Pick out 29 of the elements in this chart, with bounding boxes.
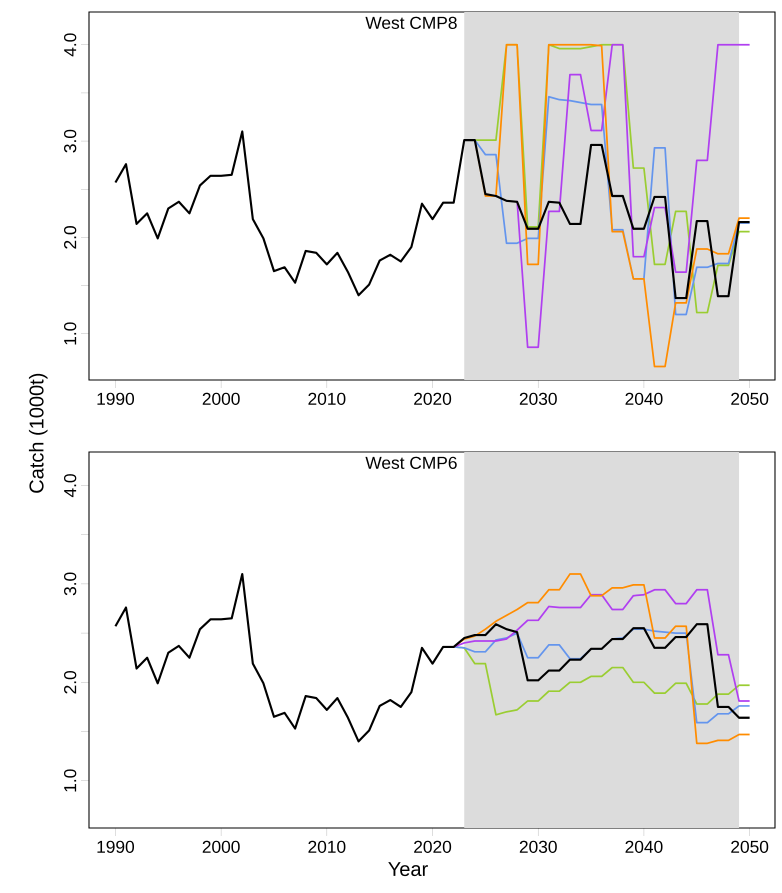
x-tick-label: 2000: [202, 840, 240, 853]
x-tick-label: 1990: [97, 392, 134, 405]
x-tick-label: 2040: [626, 392, 663, 405]
x-axis-title: Year: [388, 862, 428, 876]
chart-title: West CMP6: [365, 456, 457, 469]
line-series: [452, 628, 750, 724]
x-tick-label: 2020: [414, 392, 452, 405]
x-tick-label: 2010: [308, 840, 346, 853]
y-tick-label: 3.0: [64, 572, 76, 596]
y-tick-label: 1.0: [64, 322, 76, 344]
line-series: [114, 572, 751, 742]
y-tick-label: 2.0: [64, 670, 76, 694]
x-tick-label: 2010: [308, 392, 346, 405]
x-tick-label: 2030: [520, 392, 557, 405]
x-tick-label: 2020: [414, 840, 452, 853]
x-tick-label: 2000: [202, 392, 240, 405]
y-tick-label: 3.0: [64, 130, 76, 152]
x-tick-label: 2050: [731, 840, 768, 853]
y-tick-label: 4.0: [64, 33, 76, 56]
y-axis-title: Catch (1000t): [28, 374, 48, 493]
x-tick-label: 1990: [97, 840, 134, 853]
y-tick-label: 4.0: [64, 474, 76, 498]
y-tick-label: 1.0: [64, 769, 76, 792]
x-tick-label: 2030: [520, 840, 557, 853]
x-tick-label: 2050: [731, 392, 768, 405]
x-tick-label: 2040: [626, 840, 663, 853]
y-tick-label: 2.0: [64, 226, 76, 249]
chart-title: West CMP8: [365, 16, 457, 29]
line-series: [114, 130, 751, 300]
